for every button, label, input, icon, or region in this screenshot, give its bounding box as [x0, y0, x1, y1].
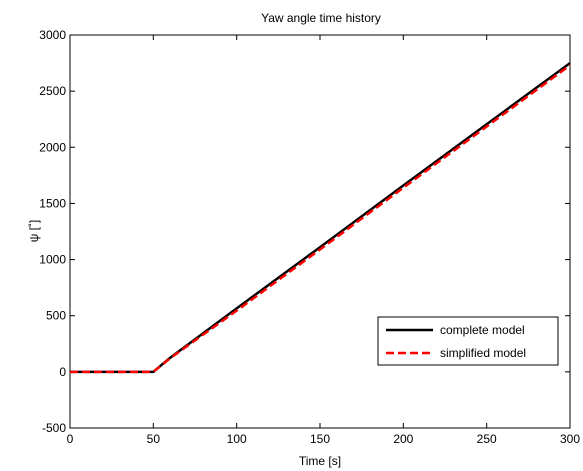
series-line-simplified-model	[70, 64, 571, 374]
y-tick-label: 500	[46, 309, 66, 323]
x-axis-ticks: 0 50 100 150 200 250 300	[67, 35, 580, 446]
x-tick-label: 250	[477, 432, 497, 446]
y-tick-label: 3000	[39, 28, 66, 42]
legend: complete model simplified model	[377, 316, 559, 366]
y-axis-ticks: -500 0 500 1000 1500 2000 2500 3000	[39, 28, 570, 435]
x-axis-label: Time [s]	[299, 454, 341, 468]
x-tick-label: 50	[147, 432, 161, 446]
legend-label-simplified-model: simplified model	[440, 346, 526, 360]
legend-box	[377, 316, 559, 366]
y-tick-label: 0	[59, 365, 66, 379]
x-tick-label: 300	[560, 432, 580, 446]
x-tick-label: 200	[393, 432, 413, 446]
x-tick-label: 150	[310, 432, 330, 446]
y-tick-label: 2000	[39, 140, 66, 154]
legend-label-complete-model: complete model	[440, 323, 525, 337]
y-axis-label: ψ [˚]	[27, 220, 41, 243]
y-tick-label: 1500	[39, 196, 66, 210]
x-tick-label: 100	[227, 432, 247, 446]
plot-area	[69, 34, 571, 429]
x-tick-label: 0	[67, 432, 74, 446]
y-tick-label: 1000	[39, 253, 66, 267]
chart-title: Yaw angle time history	[261, 11, 381, 25]
y-tick-label: 2500	[39, 84, 66, 98]
series-lines	[70, 62, 571, 374]
y-tick-label: -500	[42, 421, 66, 435]
